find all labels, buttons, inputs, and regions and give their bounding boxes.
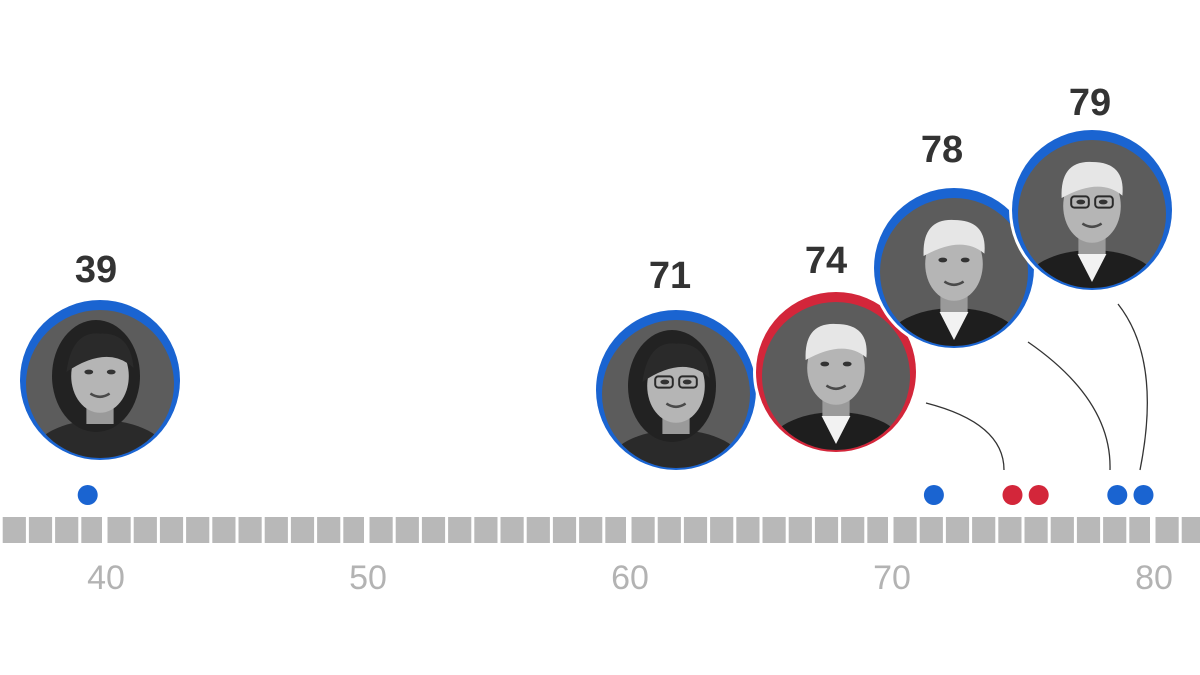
axis-segment xyxy=(841,517,865,543)
axis-segment xyxy=(317,517,341,543)
woman-portrait xyxy=(17,297,183,463)
connector-line xyxy=(1117,303,1148,471)
data-dot xyxy=(1002,485,1023,505)
data-dot xyxy=(1028,485,1049,505)
connector-line xyxy=(925,402,1005,471)
man-portrait xyxy=(753,289,919,455)
age-label: 79 xyxy=(1069,82,1111,124)
axis-segment xyxy=(998,517,1022,543)
axis-segment xyxy=(657,517,681,543)
axis-segment xyxy=(788,517,812,543)
axis-segment xyxy=(159,517,184,543)
axis-segment xyxy=(710,517,734,543)
axis-segment xyxy=(264,517,288,543)
age-label: 39 xyxy=(75,249,117,291)
axis-segment xyxy=(133,517,157,543)
connector-lines xyxy=(925,303,1148,471)
axis-segment xyxy=(421,517,446,543)
axis-segment xyxy=(2,517,26,543)
axis-segment xyxy=(683,517,708,543)
tick-label: 70 xyxy=(873,559,911,597)
axis-segment xyxy=(107,517,131,543)
axis-segment xyxy=(395,517,419,543)
age-labels: 39 71 74 78 79 xyxy=(75,82,1111,297)
woman-portrait-glasses xyxy=(593,307,759,473)
man-portrait xyxy=(871,185,1037,351)
data-dots xyxy=(77,485,1154,505)
axis-segment xyxy=(972,517,996,543)
axis-segment xyxy=(526,517,550,543)
axis-segment xyxy=(448,517,472,543)
axis-segment xyxy=(1129,517,1150,543)
axis-segment xyxy=(212,517,236,543)
axis-segment xyxy=(945,517,970,543)
axis-segment xyxy=(814,517,839,543)
tick-label: 40 xyxy=(87,559,125,597)
man-portrait-glasses xyxy=(1009,127,1175,293)
axis-segment xyxy=(605,517,626,543)
age-label: 71 xyxy=(649,255,691,297)
axis-segment xyxy=(1181,517,1200,543)
axis-segment xyxy=(81,517,102,543)
age-axis xyxy=(2,517,1200,543)
tick-label: 50 xyxy=(349,559,387,597)
axis-segment xyxy=(762,517,786,543)
data-dot xyxy=(77,485,98,505)
connector-line xyxy=(1027,341,1111,471)
age-label: 74 xyxy=(805,240,847,282)
data-dot xyxy=(923,485,944,505)
axis-segment xyxy=(1050,517,1074,543)
axis-segment xyxy=(1103,517,1127,543)
age-label: 78 xyxy=(921,129,963,171)
axis-segment xyxy=(893,517,917,543)
tick-label: 80 xyxy=(1135,559,1173,597)
axis-segment xyxy=(238,517,262,543)
axis-segment xyxy=(579,517,603,543)
axis-segment xyxy=(186,517,210,543)
axis-segment xyxy=(369,517,393,543)
axis-segment xyxy=(919,517,943,543)
axis-segment xyxy=(1076,517,1101,543)
axis-segment xyxy=(867,517,888,543)
data-dot xyxy=(1133,485,1154,505)
axis-segment xyxy=(500,517,524,543)
axis-segment xyxy=(631,517,655,543)
tick-labels: 40 50 60 70 80 xyxy=(87,559,1173,597)
axis-segment xyxy=(1024,517,1048,543)
portraits xyxy=(17,127,1175,473)
axis-segment xyxy=(343,517,364,543)
axis-segment xyxy=(290,517,315,543)
data-dot xyxy=(1107,485,1128,505)
axis-segment xyxy=(474,517,498,543)
tick-label: 60 xyxy=(611,559,649,597)
axis-segment xyxy=(1155,517,1179,543)
axis-segment xyxy=(55,517,79,543)
axis-segment xyxy=(28,517,53,543)
axis-segment xyxy=(736,517,760,543)
axis-segment xyxy=(552,517,577,543)
